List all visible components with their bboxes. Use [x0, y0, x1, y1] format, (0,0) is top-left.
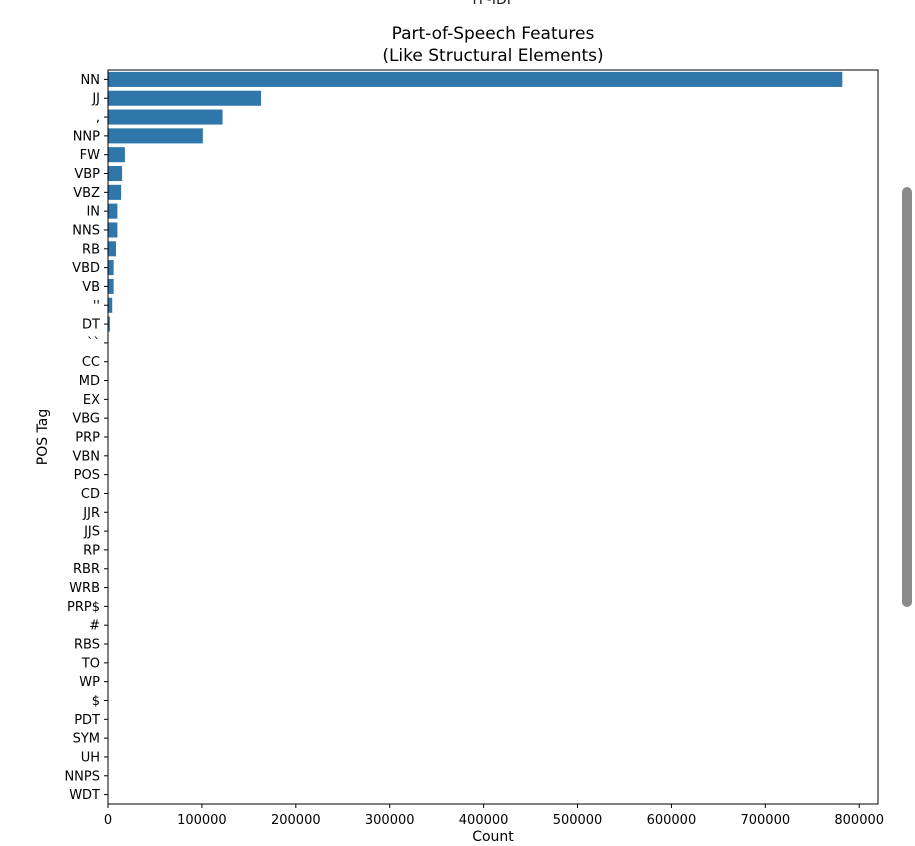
y-tick-label: NNP — [73, 129, 100, 144]
bar — [108, 147, 125, 163]
bar — [108, 260, 114, 276]
chart-title-line: (Like Structural Elements) — [382, 46, 603, 66]
y-tick-label: VBP — [74, 167, 100, 182]
y-tick-label: FW — [80, 148, 100, 163]
bar — [108, 109, 223, 125]
y-tick-label: PRP — [75, 431, 100, 446]
x-tick-label: 600000 — [647, 813, 697, 828]
y-tick-label: SYM — [73, 732, 100, 747]
bar — [108, 297, 113, 313]
y-tick-label: UH — [81, 750, 100, 765]
y-tick-label: DT — [82, 318, 100, 333]
x-tick-label: 500000 — [553, 813, 603, 828]
y-tick-label: RP — [83, 543, 100, 558]
bar — [108, 222, 118, 238]
y-tick-label: MD — [79, 374, 100, 389]
x-tick-label: 100000 — [177, 813, 227, 828]
y-tick-label: RB — [82, 242, 100, 257]
y-tick-label: TO — [81, 656, 100, 671]
x-tick-label: 200000 — [271, 813, 321, 828]
y-tick-label: JJ — [91, 92, 100, 107]
x-tick-label: 0 — [104, 813, 112, 828]
y-axis-label: POS Tag — [35, 409, 51, 466]
y-tick-label: PRP$ — [67, 600, 100, 615]
bar — [108, 165, 123, 182]
x-tick-label: 300000 — [365, 813, 415, 828]
y-tick-label: PDT — [74, 713, 100, 728]
y-tick-label: '' — [93, 299, 100, 314]
bar — [108, 241, 116, 257]
y-tick-label: WDT — [69, 788, 100, 803]
x-tick-label: 700000 — [740, 813, 790, 828]
bar — [108, 90, 262, 106]
chart-title-line: Part-of-Speech Features — [392, 24, 595, 44]
y-tick-label: EX — [83, 393, 100, 408]
y-tick-label: WRB — [69, 581, 100, 596]
y-tick-label: RBS — [74, 638, 100, 653]
chart-title: Part-of-Speech Features(Like Structural … — [382, 24, 603, 66]
bar — [108, 128, 203, 144]
x-axis-label: Count — [472, 829, 514, 845]
bar — [108, 316, 110, 332]
bar — [108, 71, 843, 87]
y-tick-label: CC — [82, 355, 100, 370]
y-tick-label: VBD — [72, 261, 100, 276]
y-tick-label: NNS — [72, 223, 100, 238]
y-tick-label: IN — [86, 205, 100, 220]
y-axis: NN JJ, NNP FW VBP VBZ IN NNS RB VBD VB '' DT `` CC MD EX… — [64, 73, 108, 803]
y-tick-label: $ — [92, 694, 100, 709]
x-axis: 0 100000 200000 300000 400000 500000 600000 700… — [104, 804, 884, 828]
chart-bars — [108, 71, 843, 803]
page-header-label: TF-IDF — [470, 0, 515, 8]
x-tick-label: 800000 — [834, 813, 884, 828]
y-tick-label: VBZ — [73, 186, 100, 201]
y-tick-label: RBR — [73, 562, 100, 577]
y-tick-label: WP — [79, 675, 100, 690]
y-tick-label: NNPS — [64, 769, 100, 784]
x-tick-label: 400000 — [459, 813, 509, 828]
y-tick-label: # — [89, 619, 100, 634]
y-tick-label: VB — [82, 280, 100, 295]
y-tick-label: JJS — [83, 525, 100, 540]
y-tick-label: CD — [81, 487, 100, 502]
bar — [108, 278, 114, 294]
y-tick-label: JJR — [82, 506, 100, 521]
y-tick-label: VBG — [72, 412, 100, 427]
bar — [108, 184, 122, 200]
y-tick-label: `` — [87, 336, 100, 351]
y-tick-label: , — [96, 111, 100, 126]
plot-frame — [107, 69, 879, 805]
scrollbar-thumb[interactable] — [902, 187, 912, 607]
y-tick-label: POS — [74, 468, 100, 483]
y-tick-label: NN — [81, 73, 100, 88]
y-tick-label: VBN — [72, 449, 100, 464]
bar — [108, 203, 118, 219]
